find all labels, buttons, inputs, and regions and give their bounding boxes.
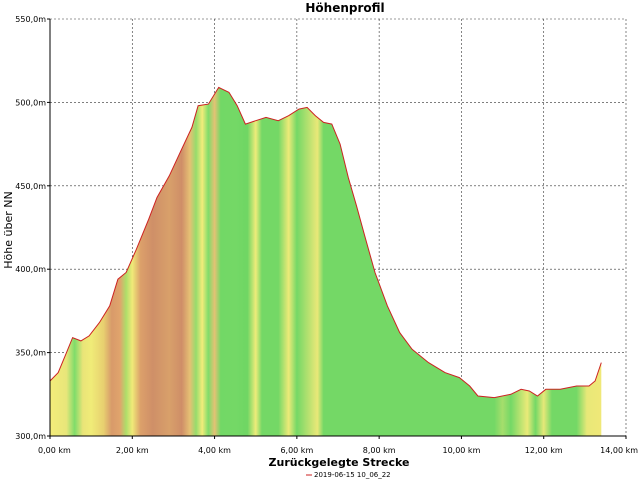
y-axis-label: Höhe über NN: [2, 191, 15, 268]
x-tick-label-4: 8,00 km: [363, 446, 396, 455]
y-tick-label-4: 500,0m: [15, 98, 46, 107]
x-tick-label-0: 0,00 km: [38, 446, 71, 455]
elevation-area: [50, 87, 602, 437]
x-tick-label-5: 10,00 km: [442, 446, 480, 455]
x-tick-label-3: 6,00 km: [280, 446, 313, 455]
y-tick-label-1: 350,0m: [15, 349, 46, 358]
elevation-line: [49, 86, 602, 399]
y-tick-label-3: 450,0m: [15, 182, 46, 191]
axes: [49, 19, 626, 437]
x-tick-label-6: 12,00 km: [525, 446, 563, 455]
y-tick-labels: 300,0m 350,0m 400,0m 450,0m 500,0m 550,0m: [15, 15, 50, 441]
legend: 2019-06-15 10_06_22: [306, 471, 391, 479]
x-tick-label-1: 2,00 km: [116, 446, 149, 455]
x-axis-label: Zurückgelegte Strecke: [269, 456, 410, 469]
x-tick-label-7: 14,00 km: [600, 446, 638, 455]
x-tick-label-2: 4,00 km: [198, 446, 231, 455]
legend-entry: 2019-06-15 10_06_22: [314, 471, 391, 479]
y-tick-label-5: 550,0m: [15, 15, 46, 24]
chart-title: Höhenprofil: [305, 1, 384, 15]
y-tick-label-2: 400,0m: [15, 265, 46, 274]
x-tick-labels: 0,00 km 2,00 km 4,00 km 6,00 km 8,00 km 10,00…: [38, 436, 638, 455]
y-tick-label-0: 300,0m: [15, 432, 46, 441]
